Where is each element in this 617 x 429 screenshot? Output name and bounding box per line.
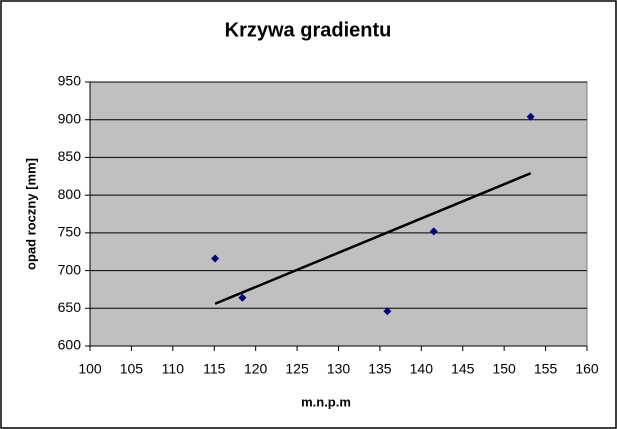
x-tick-label: 105 — [120, 361, 144, 377]
y-tick-label: 750 — [58, 224, 82, 240]
x-tick-label: 145 — [451, 361, 475, 377]
x-tick-label: 100 — [78, 361, 102, 377]
x-tick-label: 160 — [575, 361, 599, 377]
y-tick-label: 700 — [58, 261, 82, 277]
data-point — [526, 112, 535, 121]
y-tick-label: 650 — [58, 299, 82, 315]
x-tick-label: 140 — [410, 361, 434, 377]
chart-title: Krzywa gradientu — [225, 19, 392, 41]
plot-area — [89, 81, 588, 347]
data-point — [429, 227, 438, 236]
x-tick-label: 120 — [244, 361, 268, 377]
y-tick-label: 950 — [58, 73, 82, 89]
data-point — [211, 254, 220, 263]
data-point — [238, 293, 247, 302]
x-tick-label: 135 — [368, 361, 392, 377]
y-tick-label: 800 — [58, 186, 82, 202]
y-tick-label: 900 — [58, 110, 82, 126]
y-axis-title: opad roczny [mm] — [23, 158, 38, 270]
y-tick-label: 850 — [58, 148, 82, 164]
data-point — [383, 307, 392, 316]
x-axis-title: m.n.p.m — [301, 394, 351, 409]
x-tick-label: 115 — [203, 361, 226, 377]
x-tick-label: 155 — [534, 361, 558, 377]
x-tick-label: 110 — [162, 361, 185, 377]
x-tick-label: 130 — [327, 361, 351, 377]
x-tick-label: 150 — [492, 361, 516, 377]
x-tick-label: 125 — [285, 361, 309, 377]
y-tick-label: 600 — [58, 337, 82, 353]
trendline — [214, 172, 532, 305]
